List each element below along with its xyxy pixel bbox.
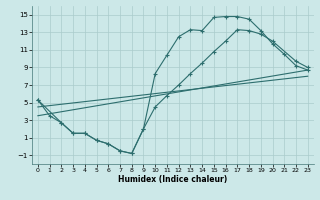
X-axis label: Humidex (Indice chaleur): Humidex (Indice chaleur) — [118, 175, 228, 184]
